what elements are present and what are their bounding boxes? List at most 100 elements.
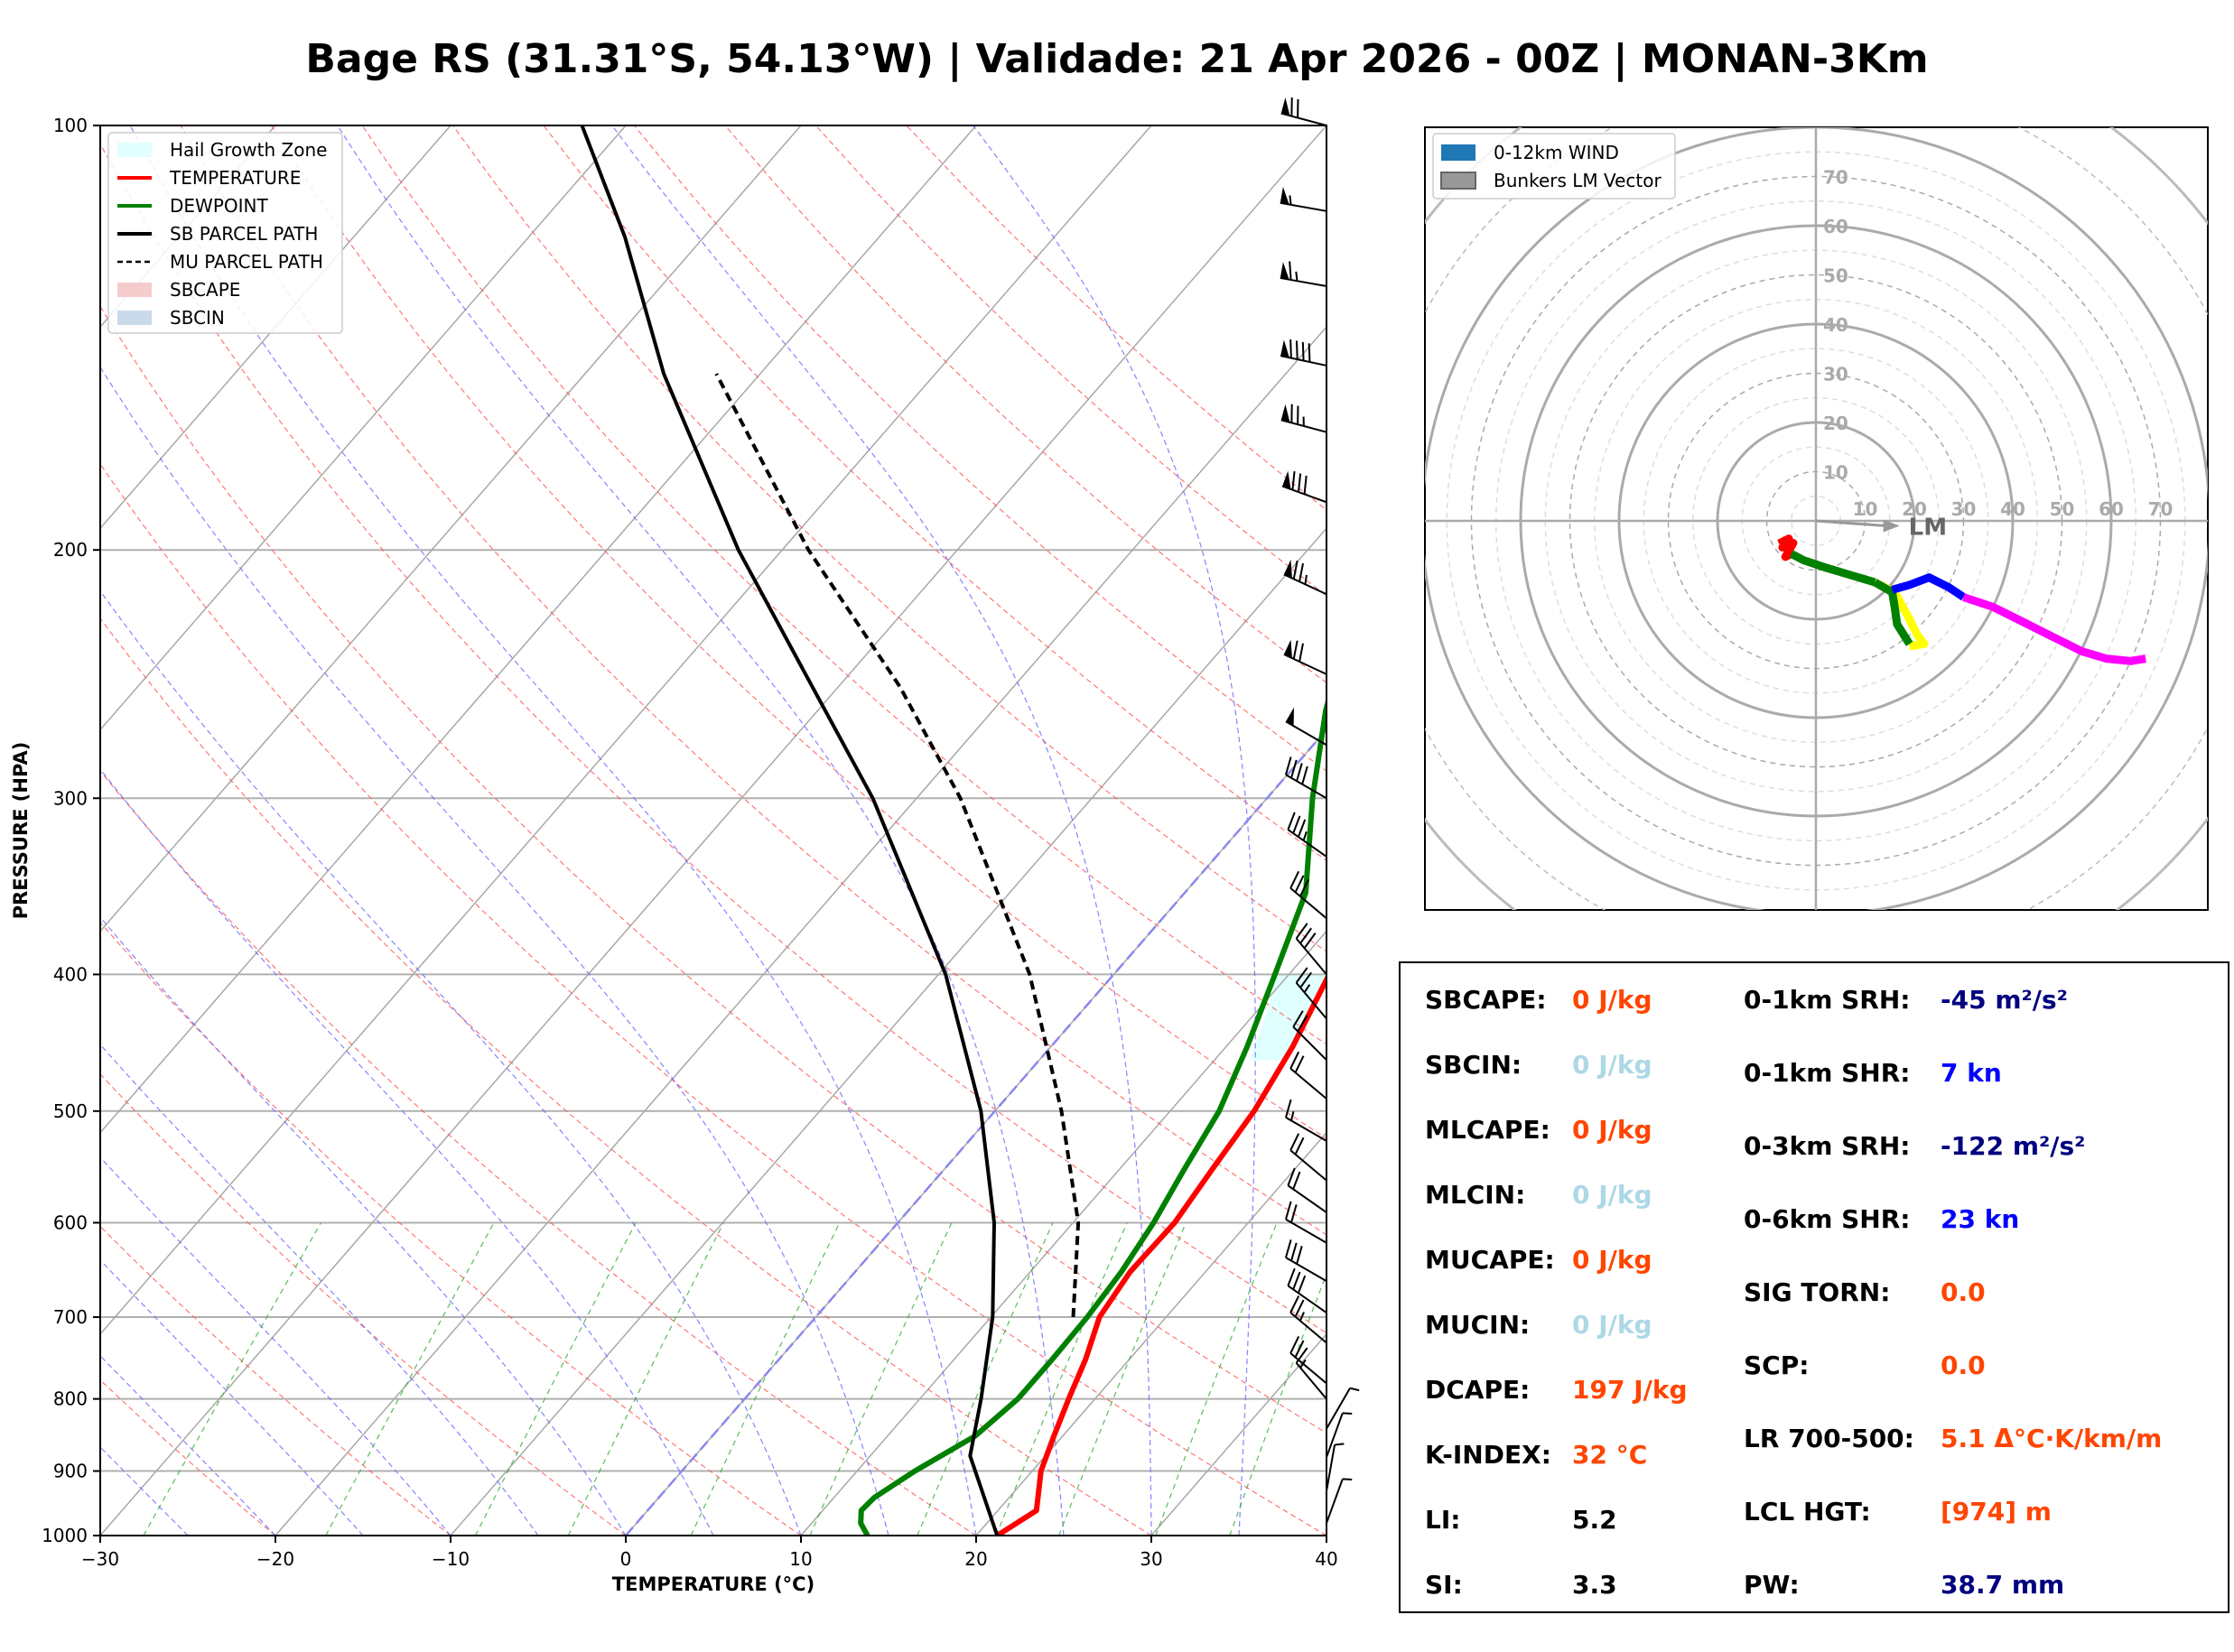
moist-adiabat <box>337 125 1065 1536</box>
y-tick-label: 1000 <box>42 1525 88 1546</box>
legend-label: SBCAPE <box>170 279 240 301</box>
hodo-ring-label-y: 40 <box>1823 314 1848 336</box>
moist-adiabat <box>100 1355 276 1536</box>
lm-arrowhead <box>1883 519 1900 533</box>
mixing-ratio-line <box>1155 1222 1278 1536</box>
mixing-ratio-line <box>567 1222 724 1536</box>
wind-barb <box>1280 339 1327 367</box>
wind-barb <box>1289 1295 1327 1344</box>
wind-barb <box>1326 1412 1353 1458</box>
y-tick-label: 400 <box>53 963 88 985</box>
hodo-ring-label-x: 70 <box>2148 498 2173 520</box>
dry-adiabat <box>361 125 1326 1045</box>
wind-barb <box>1326 1443 1345 1491</box>
legend-label: MU PARCEL PATH <box>170 251 323 273</box>
wind-barb <box>1287 812 1327 858</box>
legend-item: TEMPERATURE <box>117 167 301 189</box>
hodo-legend-item: 0-12km WIND <box>1441 142 1619 163</box>
isotherm-line <box>800 930 1326 1536</box>
hodo-ring-label-x: 30 <box>1951 498 1977 520</box>
wind-barb <box>1289 1051 1327 1100</box>
sb-parcel-path-line <box>580 125 1000 1536</box>
x-tick-label: 40 <box>1315 1548 1337 1570</box>
mixing-ratio-line <box>1229 1272 1326 1536</box>
param-value: 23 kn <box>1941 1204 2020 1234</box>
x-tick-label: −30 <box>81 1548 119 1570</box>
wind-barb <box>1295 967 1327 1020</box>
mixing-ratio-line <box>809 1222 953 1536</box>
hodo-ring-label-x: 20 <box>1902 498 1927 520</box>
mixing-ratio-line <box>325 1222 495 1536</box>
hodo-ring-label-x: 40 <box>2000 498 2025 520</box>
moist-adiabat <box>100 916 627 1536</box>
wind-barb <box>1280 97 1327 126</box>
isotherm-line <box>100 125 627 731</box>
hodo-ring-label-y: 60 <box>1823 216 1848 237</box>
lm-label: LM <box>1909 514 1947 541</box>
wind-barb <box>1326 1478 1353 1524</box>
param-label: DCAPE: <box>1425 1375 1531 1405</box>
param-value: 3.3 <box>1572 1570 1617 1600</box>
param-value: 32 °C <box>1572 1440 1648 1470</box>
isotherm-line <box>100 125 276 329</box>
moist-adiabat <box>973 125 1256 1536</box>
dry-adiabat <box>100 462 1326 1536</box>
wind-barb <box>1285 1201 1327 1244</box>
x-tick-label: 30 <box>1140 1548 1162 1570</box>
mixing-ratio-line <box>995 1222 1128 1536</box>
mu-parcel-path-line <box>714 373 1081 1318</box>
param-label: SI: <box>1425 1570 1463 1600</box>
param-value: 0 J/kg <box>1572 1180 1652 1210</box>
dry-adiabat <box>100 921 802 1536</box>
mixing-ratio-line <box>917 1222 1054 1536</box>
x-tick-label: 10 <box>789 1548 812 1570</box>
param-value: 0 J/kg <box>1572 1050 1652 1080</box>
dewpoint-line <box>858 697 1326 1536</box>
wind-barb <box>1326 1387 1360 1430</box>
param-label: SCP: <box>1744 1350 1810 1380</box>
x-tick-label: −20 <box>256 1548 294 1570</box>
param-value: 5.2 <box>1572 1505 1617 1535</box>
lm-vector <box>1815 519 1887 527</box>
legend-label: SB PARCEL PATH <box>170 223 318 245</box>
mixing-ratio-line <box>143 1222 321 1536</box>
wind-barb <box>1281 470 1327 504</box>
x-tick-label: 0 <box>620 1548 632 1570</box>
isotherm-line <box>450 527 1326 1536</box>
param-label: LI: <box>1425 1505 1461 1535</box>
y-tick-label: 100 <box>53 115 88 136</box>
wind-barb <box>1285 1239 1327 1282</box>
parameters-panel: SBCAPE: 0 J/kg SBCIN: 0 J/kg MLCAPE: 0 J/kg ML… <box>1399 961 2229 1613</box>
y-tick-label: 700 <box>53 1306 88 1328</box>
hodo-trace <box>1891 573 1967 601</box>
hodo-legend-label: 0-12km WIND <box>1494 142 1619 163</box>
param-label: MLCIN: <box>1425 1180 1526 1210</box>
x-tick-label: 20 <box>964 1548 987 1570</box>
hodo-trace <box>1873 579 1913 646</box>
legend-item: SBCAPE <box>117 279 240 301</box>
hodo-ring-label-x: 60 <box>2099 498 2124 520</box>
wind-barb <box>1280 187 1327 212</box>
moist-adiabat <box>100 1156 451 1536</box>
dry-adiabat <box>100 1225 451 1536</box>
y-tick-label: 800 <box>53 1388 88 1410</box>
wind-barb <box>1292 1010 1327 1061</box>
isotherm-line <box>100 125 1326 1536</box>
wind-barb <box>1289 1336 1327 1385</box>
wind-barb <box>1285 707 1327 747</box>
hodo-ring-label-y: 10 <box>1823 462 1848 484</box>
param-label: PW: <box>1744 1570 1800 1600</box>
skewt-frame <box>99 125 1327 1536</box>
param-label: LCL HGT: <box>1744 1497 1871 1527</box>
legend-label: SBCIN <box>170 307 225 329</box>
legend-item: SBCIN <box>117 307 225 329</box>
chart-title: Bage RS (31.31°S, 54.13°W) | Validade: 2… <box>305 36 1929 82</box>
wind-barb <box>1287 1167 1327 1213</box>
param-label: SIG TORN: <box>1744 1277 1891 1307</box>
y-tick-label: 500 <box>53 1100 88 1122</box>
wind-barb <box>1289 870 1327 920</box>
dry-adiabat <box>543 125 1326 861</box>
freezing-isotherm <box>625 728 1326 1536</box>
